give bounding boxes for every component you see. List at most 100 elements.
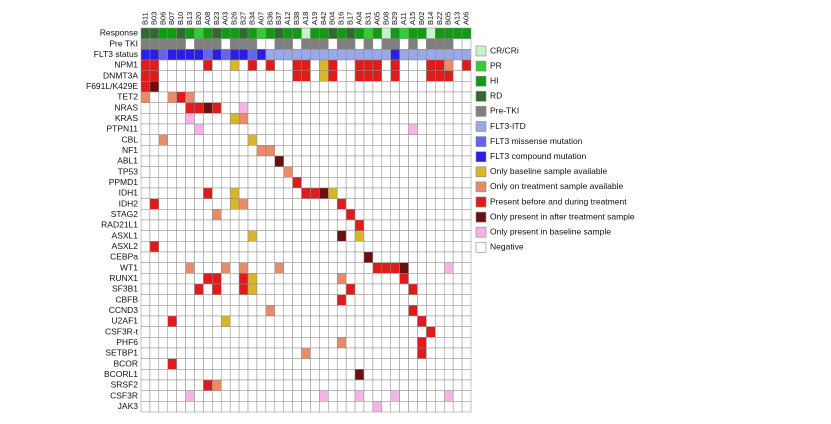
- cell: [328, 177, 338, 189]
- cell: [167, 262, 177, 274]
- cell: [185, 369, 195, 381]
- cell: [194, 70, 204, 82]
- cell: [345, 102, 356, 114]
- cell: [221, 91, 231, 103]
- cell: [426, 358, 436, 370]
- cell: [283, 187, 293, 199]
- cell: [167, 102, 177, 114]
- cell: [381, 358, 391, 370]
- cell: [256, 401, 267, 413]
- cell: [399, 49, 409, 61]
- cell: [158, 38, 169, 50]
- cell: [310, 38, 320, 50]
- cell: [283, 283, 293, 295]
- cell: [381, 59, 391, 71]
- cell: [363, 283, 374, 295]
- cell: [381, 294, 391, 306]
- cell: [372, 347, 383, 359]
- cell: [265, 38, 276, 50]
- cell: [399, 326, 409, 338]
- cell: [221, 166, 231, 178]
- cell: [229, 241, 240, 253]
- cell: [221, 305, 231, 317]
- cell: [292, 283, 302, 295]
- cell: [274, 155, 284, 167]
- cell: [247, 134, 258, 146]
- cell: [140, 283, 151, 295]
- cell: [176, 379, 186, 391]
- cell: [140, 262, 151, 274]
- cell: [372, 294, 383, 306]
- cell: [256, 379, 267, 391]
- cell: [310, 177, 320, 189]
- cell: [345, 326, 356, 338]
- cell: [176, 166, 186, 178]
- cell: [363, 379, 374, 391]
- cell: [372, 166, 383, 178]
- cell: [221, 251, 231, 263]
- cell: [345, 198, 356, 210]
- cell: [336, 241, 347, 253]
- legend-swatch: [475, 196, 487, 208]
- cell: [417, 27, 427, 39]
- cell: [265, 177, 276, 189]
- cell: [390, 155, 400, 167]
- cell: [408, 70, 418, 82]
- legend-swatch: [475, 136, 487, 147]
- row-label: CSF3R: [110, 390, 138, 400]
- cell: [336, 155, 347, 167]
- column-label: A03: [221, 12, 230, 25]
- cell: [292, 315, 302, 327]
- column-label: A06: [462, 12, 471, 25]
- cell: [426, 262, 436, 274]
- cell: [229, 209, 240, 221]
- cell: [274, 401, 284, 413]
- legend-swatch: [475, 181, 487, 193]
- cell: [408, 390, 418, 402]
- cell: [319, 102, 329, 114]
- cell: [238, 305, 249, 317]
- cell: [256, 241, 267, 253]
- column-label: B20: [194, 12, 203, 25]
- legend-swatch: [475, 166, 487, 178]
- cell: [345, 209, 356, 221]
- cell: [212, 113, 222, 125]
- cell: [319, 177, 329, 189]
- cell: [336, 401, 347, 413]
- cell: [176, 113, 186, 125]
- cell: [229, 326, 240, 338]
- cell: [461, 38, 472, 50]
- cell: [354, 27, 365, 39]
- cell: [417, 209, 427, 221]
- cell: [372, 145, 383, 157]
- cell: [461, 187, 472, 199]
- cell: [158, 326, 169, 338]
- row-label: NPM1: [114, 60, 138, 70]
- cell: [221, 38, 231, 50]
- cell: [301, 49, 311, 61]
- cell: [328, 401, 338, 413]
- cell: [247, 358, 258, 370]
- cell: [265, 326, 276, 338]
- cell: [336, 219, 347, 231]
- cell: [247, 123, 258, 135]
- cell: [390, 251, 400, 263]
- cell: [203, 27, 213, 39]
- cell: [390, 326, 400, 338]
- cell: [247, 379, 258, 391]
- cell: [363, 134, 374, 146]
- cell: [319, 401, 329, 413]
- cell: [372, 123, 383, 135]
- cell: [328, 305, 338, 317]
- cell: [363, 230, 374, 242]
- cell: [203, 283, 213, 295]
- cell: [372, 369, 383, 381]
- row-label: KRAS: [115, 113, 138, 123]
- cell: [176, 262, 186, 274]
- cell: [212, 273, 222, 285]
- column-label: B16: [337, 12, 346, 25]
- cell: [435, 81, 445, 93]
- cell: [256, 177, 267, 189]
- cell: [363, 390, 374, 402]
- legend-label: CR/CRi: [490, 45, 519, 55]
